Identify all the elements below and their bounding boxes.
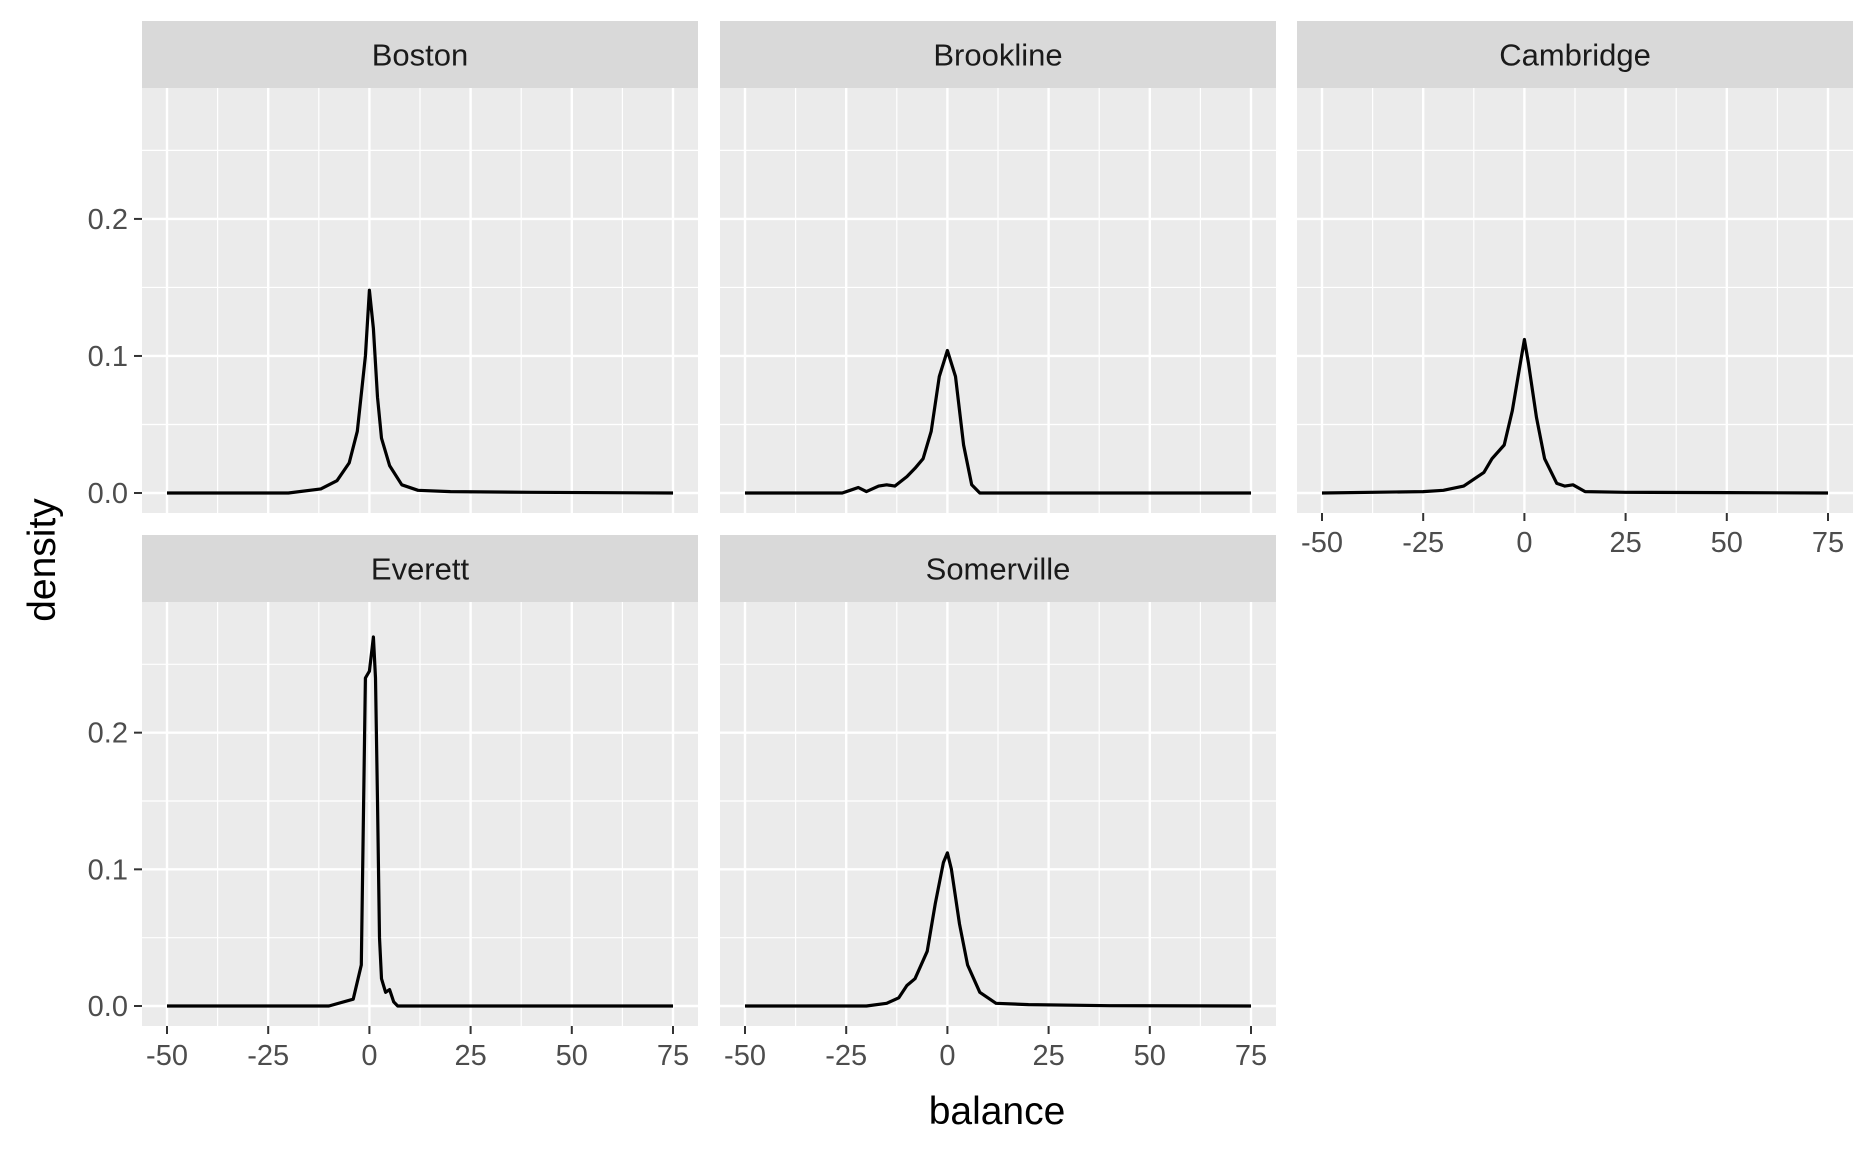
facet-strip — [720, 21, 1276, 88]
facet-strip — [142, 535, 698, 602]
x-tick-label: -50 — [146, 1040, 188, 1072]
density-line — [745, 851, 1252, 1008]
facet-somerville: Somerville -50 -25 0 25 50 75 — [720, 535, 1276, 1072]
x-tick-label: 25 — [1609, 527, 1641, 559]
facets-layer: Boston 0.0 0.1 0.2 Brookline Cambridge -50 -25 0… — [88, 21, 1853, 1072]
facet-everett: Everett 0.0 0.1 0.2 -50 -25 0 25 50 75 — [88, 535, 698, 1072]
facet-strip — [720, 535, 1276, 602]
x-tick-label: 0 — [361, 1040, 377, 1072]
x-tick-label: 75 — [657, 1040, 689, 1072]
y-tick-label: 0.1 — [88, 854, 128, 886]
density-line — [745, 348, 1251, 495]
facet-strip — [142, 21, 698, 88]
x-tick-label: -50 — [724, 1040, 766, 1072]
facet-strip — [1297, 21, 1853, 88]
density-line — [1321, 337, 1829, 495]
x-tick-label: 75 — [1235, 1040, 1267, 1072]
facet-strip-label: Somerville — [926, 552, 1071, 587]
y-tick-label: 0.2 — [88, 718, 128, 750]
density-line — [167, 288, 674, 495]
x-tick-label: 0 — [1516, 527, 1532, 559]
x-tick-label: 0 — [939, 1040, 955, 1072]
x-tick-label: 25 — [1032, 1040, 1064, 1072]
x-axis-title: balance — [929, 1090, 1066, 1133]
facet-strip-label: Cambridge — [1499, 38, 1651, 73]
x-tick-label: -25 — [1402, 527, 1444, 559]
x-tick-label: 75 — [1812, 527, 1844, 559]
x-tick-label: 25 — [454, 1040, 486, 1072]
x-tick-label: -25 — [825, 1040, 867, 1072]
y-axis-title: density — [21, 498, 64, 622]
facet-boston: Boston 0.0 0.1 0.2 — [88, 21, 698, 513]
x-tick-label: 50 — [556, 1040, 588, 1072]
x-tick-label: 50 — [1134, 1040, 1166, 1072]
facet-cambridge: Cambridge -50 -25 0 25 50 75 — [1297, 21, 1853, 559]
x-tick-label: -50 — [1301, 527, 1343, 559]
x-tick-label: 50 — [1711, 527, 1743, 559]
x-tick-label: -25 — [247, 1040, 289, 1072]
facet-strip-label: Brookline — [933, 38, 1062, 73]
y-tick-label: 0.2 — [88, 204, 128, 236]
facet-strip-label: Everett — [371, 552, 470, 587]
y-tick-label: 0.0 — [88, 991, 128, 1023]
facet-strip-label: Boston — [372, 38, 469, 73]
y-tick-label: 0.1 — [88, 341, 128, 373]
y-tick-label: 0.0 — [88, 478, 128, 510]
facet-brookline: Brookline — [720, 21, 1276, 513]
density-line — [167, 635, 673, 1008]
